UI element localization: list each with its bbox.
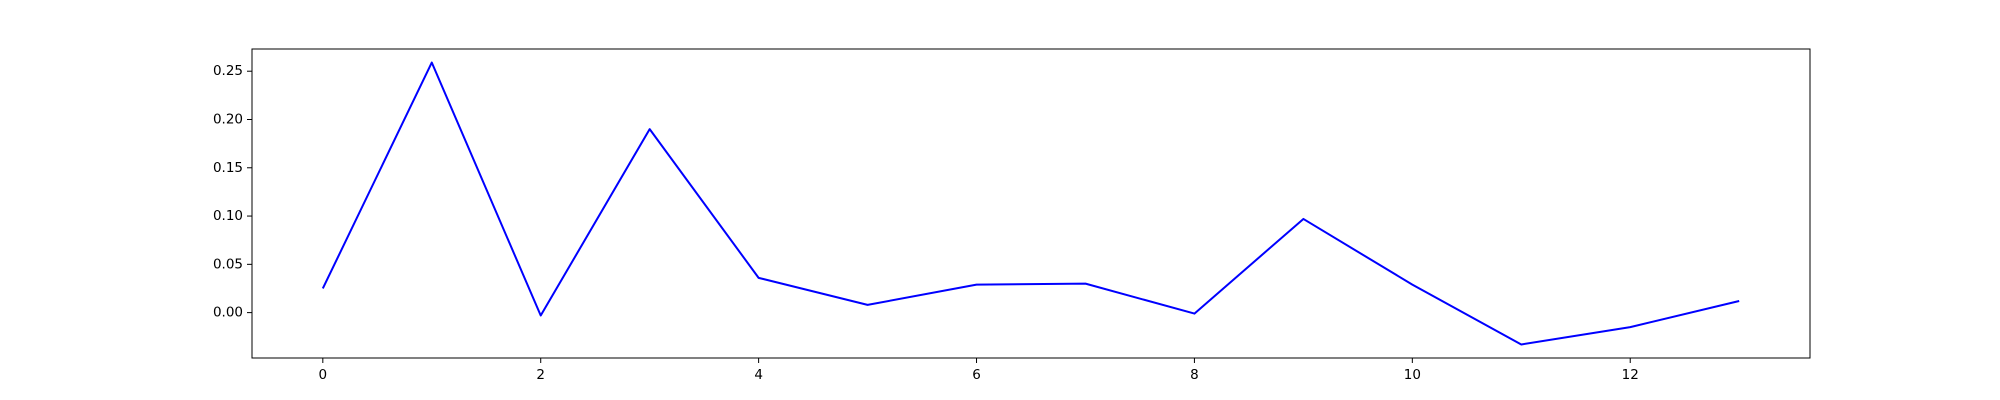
x-axis: 0 2 4 6 8 10 12	[319, 358, 1639, 383]
y-tick-label: 0.10	[213, 208, 243, 224]
y-tick-label: 0.20	[213, 111, 243, 127]
y-tick-label: 0.00	[213, 305, 243, 321]
x-tick-label: 2	[536, 367, 545, 383]
x-tick-label: 4	[754, 367, 763, 383]
x-tick-label: 6	[972, 367, 981, 383]
x-tick-label: 0	[319, 367, 328, 383]
y-axis: 0.00 0.05 0.10 0.15 0.20 0.25	[213, 63, 252, 321]
x-tick-label: 10	[1404, 367, 1421, 383]
y-tick-label: 0.05	[213, 256, 243, 272]
plot-area	[321, 61, 1740, 346]
y-tick-label: 0.15	[213, 160, 243, 176]
series-line-0	[321, 61, 1740, 346]
y-tick-label: 0.25	[213, 63, 243, 79]
x-tick-label: 12	[1622, 367, 1639, 383]
axes-frame	[251, 48, 1811, 359]
x-tick-label: 8	[1190, 367, 1199, 383]
